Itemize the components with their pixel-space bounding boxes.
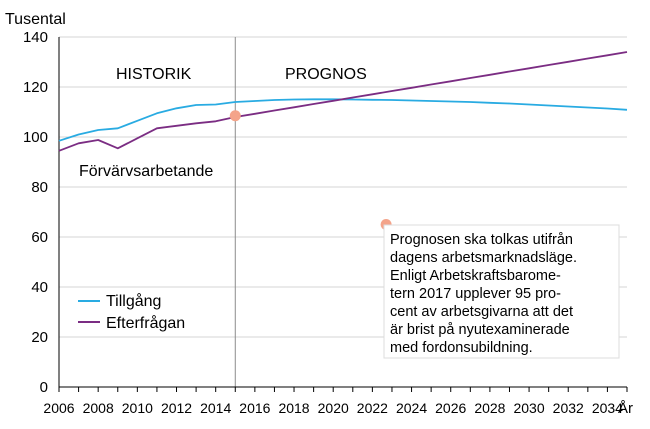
legend-label-efterfragan: Efterfrågan — [106, 314, 185, 332]
axes — [58, 37, 628, 392]
note-line: Enligt Arbetskraftsbarome- — [390, 268, 561, 284]
legend-label-tillgang: Tillgång — [106, 292, 161, 310]
note-line: dagens arbetsmarknadsläge. — [390, 250, 577, 266]
x-tick-label: 2012 — [161, 400, 192, 416]
y-tick-label: 100 — [23, 129, 48, 146]
chart-subtitle: Förvärvsarbetande — [79, 163, 213, 180]
x-tick-label: 2026 — [435, 400, 466, 416]
legend: Tillgång Efterfrågan — [78, 292, 185, 332]
x-tick-label: 2016 — [239, 400, 270, 416]
series-lines — [58, 51, 628, 152]
markers — [229, 110, 392, 230]
y-tick-label: 0 — [40, 379, 48, 396]
y-tick-labels: 0 20 40 60 80 100 120 140 — [23, 29, 48, 396]
x-tick-label: 2020 — [318, 400, 349, 416]
x-tick-label: 2010 — [122, 400, 153, 416]
note-line: Prognosen ska tolkas utifrån — [390, 232, 573, 248]
x-tick-label: 2034 — [592, 400, 623, 416]
y-tick-label: 60 — [31, 229, 48, 246]
x-tick-label: 2028 — [474, 400, 505, 416]
note-line: med fordonsubildning. — [390, 340, 533, 356]
region-label-historik: HISTORIK — [116, 66, 192, 83]
x-tick-label: 2030 — [513, 400, 544, 416]
marker-dot — [229, 110, 241, 122]
region-label-prognos: PROGNOS — [285, 66, 367, 83]
x-tick-label: 2014 — [200, 400, 231, 416]
x-tick-labels: 2006 2008 2010 2012 2014 2016 2018 2020 2022 2024… — [43, 400, 623, 416]
note-line: cent av arbetsgivarna att det — [390, 304, 573, 320]
note-line: tern 2017 upplever 95 pro- — [390, 286, 561, 302]
note-line: är brist på nyutexaminerade — [390, 322, 570, 338]
y-tick-label: 40 — [31, 279, 48, 296]
y-axis-label: Tusental — [5, 11, 66, 28]
y-tick-label: 80 — [31, 179, 48, 196]
x-axis-label: År — [618, 400, 633, 417]
y-tick-label: 20 — [31, 329, 48, 346]
x-tick-label: 2018 — [278, 400, 309, 416]
note-box: Prognosen ska tolkas utifrån dagens arbe… — [383, 224, 620, 359]
y-tick-label: 140 — [23, 29, 48, 46]
x-tick-label: 2032 — [553, 400, 584, 416]
note-box-border — [383, 224, 620, 359]
y-tick-label: 120 — [23, 79, 48, 96]
x-tick-label: 2022 — [357, 400, 388, 416]
x-tick-label: 2008 — [83, 400, 114, 416]
series-line-efterfrågan — [58, 51, 628, 152]
gridlines — [59, 36, 627, 338]
x-tick-label: 2006 — [43, 400, 74, 416]
x-tick-label: 2024 — [396, 400, 427, 416]
